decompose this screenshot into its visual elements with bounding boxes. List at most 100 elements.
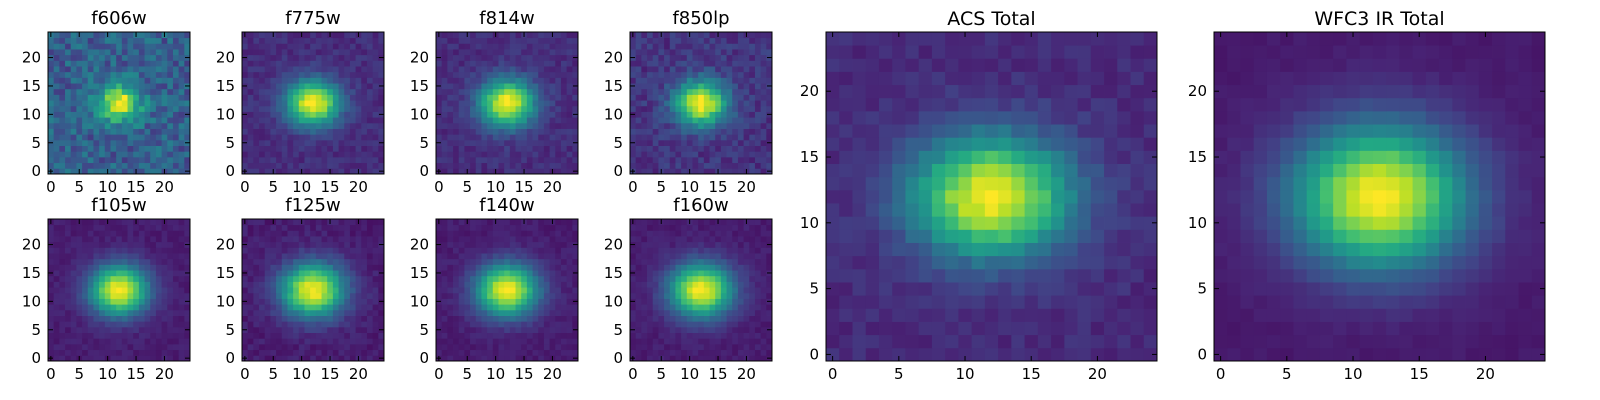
heatmap-cell	[270, 224, 277, 231]
heatmap-cell	[70, 77, 77, 84]
heatmap-cell	[172, 151, 180, 158]
heatmap-cell	[87, 54, 94, 61]
heatmap-cell	[298, 292, 305, 299]
heatmap-cell	[487, 270, 494, 277]
heatmap-cell	[293, 349, 300, 356]
heatmap-cell	[48, 156, 55, 164]
heatmap-cell	[315, 304, 322, 311]
heatmap-cell	[53, 162, 60, 169]
heatmap-cell	[116, 37, 123, 44]
heatmap-cell	[150, 224, 157, 231]
heatmap-cell	[453, 134, 460, 141]
heatmap-cell	[760, 304, 767, 311]
heatmap-cell	[532, 77, 539, 84]
heatmap-cell	[737, 292, 744, 299]
heatmap-cell	[709, 32, 716, 39]
heatmap-cell	[543, 343, 550, 351]
heatmap-cell	[93, 264, 100, 271]
heatmap-cell	[178, 343, 185, 351]
heatmap-cell	[635, 281, 642, 288]
heatmap-cell	[566, 71, 573, 78]
heatmap-cell	[167, 281, 174, 288]
heatmap-cell	[116, 54, 123, 61]
heatmap-cell	[504, 253, 511, 260]
heatmap-cell	[498, 83, 505, 90]
heatmap-cell	[338, 241, 345, 248]
heatmap-cell	[743, 139, 750, 146]
panel-title: f850lp	[672, 8, 729, 29]
heatmap-cell	[184, 66, 191, 73]
heatmap-cell	[93, 315, 100, 322]
heatmap-cell	[715, 145, 722, 152]
heatmap-cell	[664, 326, 671, 333]
heatmap-cell	[65, 37, 72, 44]
heatmap-cell	[355, 264, 362, 271]
heatmap-cell	[138, 230, 145, 237]
heatmap-cell	[498, 338, 505, 345]
heatmap-cell	[498, 145, 505, 152]
heatmap-cell	[453, 219, 460, 226]
heatmap-cell	[281, 270, 288, 277]
heatmap-cell	[481, 134, 488, 141]
heatmap-cell	[498, 321, 505, 328]
heatmap-cell	[321, 128, 328, 135]
heatmap-cell	[372, 241, 379, 248]
heatmap-cell	[675, 122, 682, 129]
heatmap-cell	[344, 168, 351, 175]
heatmap-cell	[276, 326, 283, 333]
heatmap-cell	[675, 54, 682, 61]
heatmap-cell	[104, 134, 111, 141]
heatmap-cell	[675, 145, 682, 152]
heatmap-cell	[441, 77, 448, 84]
heatmap-cell	[760, 83, 767, 90]
heatmap-cell	[104, 247, 111, 254]
heatmap-cell	[349, 304, 356, 311]
heatmap-cell	[703, 134, 710, 141]
heatmap-cell	[82, 338, 89, 345]
heatmap-cell	[281, 275, 288, 282]
heatmap-cell	[560, 236, 568, 243]
heatmap-cell	[138, 54, 145, 61]
heatmap-cell	[720, 281, 727, 288]
heatmap-cell	[532, 151, 539, 158]
heatmap-cell	[293, 43, 300, 50]
heatmap-cell	[481, 258, 488, 265]
heatmap-cell	[172, 338, 180, 345]
heatmap-cell	[652, 349, 659, 356]
heatmap-cell	[104, 100, 111, 107]
heatmap-cell	[549, 315, 556, 322]
heatmap-cell	[127, 100, 134, 107]
heatmap-cell	[144, 241, 151, 248]
heatmap-cell	[366, 139, 374, 146]
heatmap-cell	[327, 309, 334, 316]
x-tick-label: 15	[514, 365, 533, 383]
heatmap-cell	[310, 281, 317, 288]
heatmap-cell	[526, 355, 533, 362]
heatmap-cell	[675, 94, 682, 101]
heatmap-cell	[630, 145, 637, 152]
heatmap-cell	[327, 43, 334, 50]
heatmap-cell	[366, 230, 374, 237]
heatmap-cell	[310, 343, 317, 351]
heatmap-cell	[138, 247, 145, 254]
heatmap-cell	[321, 343, 328, 351]
heatmap-cell	[298, 134, 305, 141]
heatmap-cell	[127, 326, 134, 333]
heatmap-cell	[127, 224, 134, 231]
heatmap-cell	[543, 66, 550, 73]
heatmap-cell	[127, 321, 134, 328]
heatmap-cell	[453, 151, 460, 158]
heatmap-cell	[321, 83, 328, 90]
y-tick-label: 10	[22, 292, 41, 310]
heatmap-cell	[378, 105, 385, 112]
heatmap-cell	[681, 83, 688, 90]
heatmap-cell	[464, 224, 471, 231]
heatmap-cell	[355, 71, 362, 78]
heatmap-cell	[726, 139, 733, 146]
heatmap-cell	[110, 270, 117, 277]
heatmap-cell	[498, 264, 505, 271]
heatmap-cell	[298, 122, 305, 129]
heatmap-cell	[116, 309, 123, 316]
heatmap-cell	[572, 275, 579, 282]
heatmap-cell	[737, 43, 744, 50]
